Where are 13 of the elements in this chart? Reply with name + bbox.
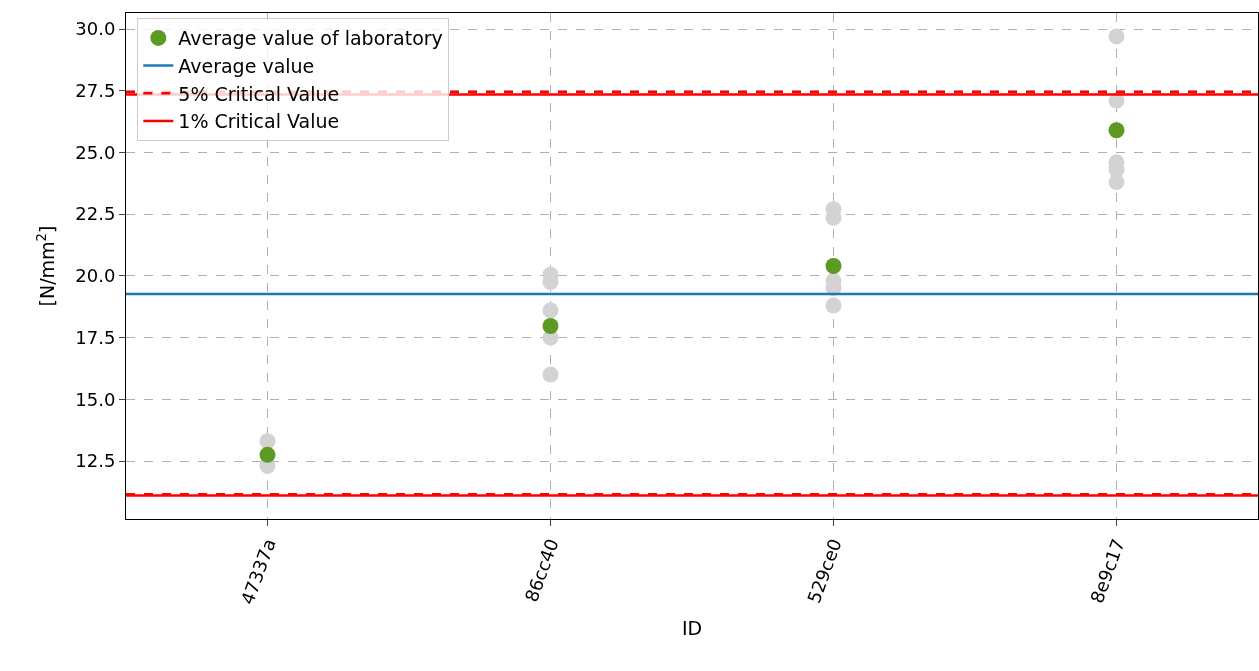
- legend-label: Average value: [178, 55, 315, 78]
- y-tick-label: 27.5: [75, 80, 116, 102]
- y-tick-label: 15.0: [75, 388, 116, 410]
- ref-line-label: 5% Critical Value: [178, 82, 340, 105]
- y-tick-label: 17.5: [75, 326, 116, 348]
- y-tick-label: 30.0: [75, 18, 116, 40]
- y-tick-label: 12.5: [75, 450, 116, 472]
- y-tick-label: 22.5: [75, 203, 116, 225]
- legend-label: 1% Critical Value: [178, 110, 340, 133]
- y-tick-label: 25.0: [75, 141, 116, 163]
- y-tick-label: 20.0: [75, 265, 116, 287]
- x-axis-title: ID: [681, 617, 703, 640]
- legend-label: Average value of laboratory: [178, 27, 443, 50]
